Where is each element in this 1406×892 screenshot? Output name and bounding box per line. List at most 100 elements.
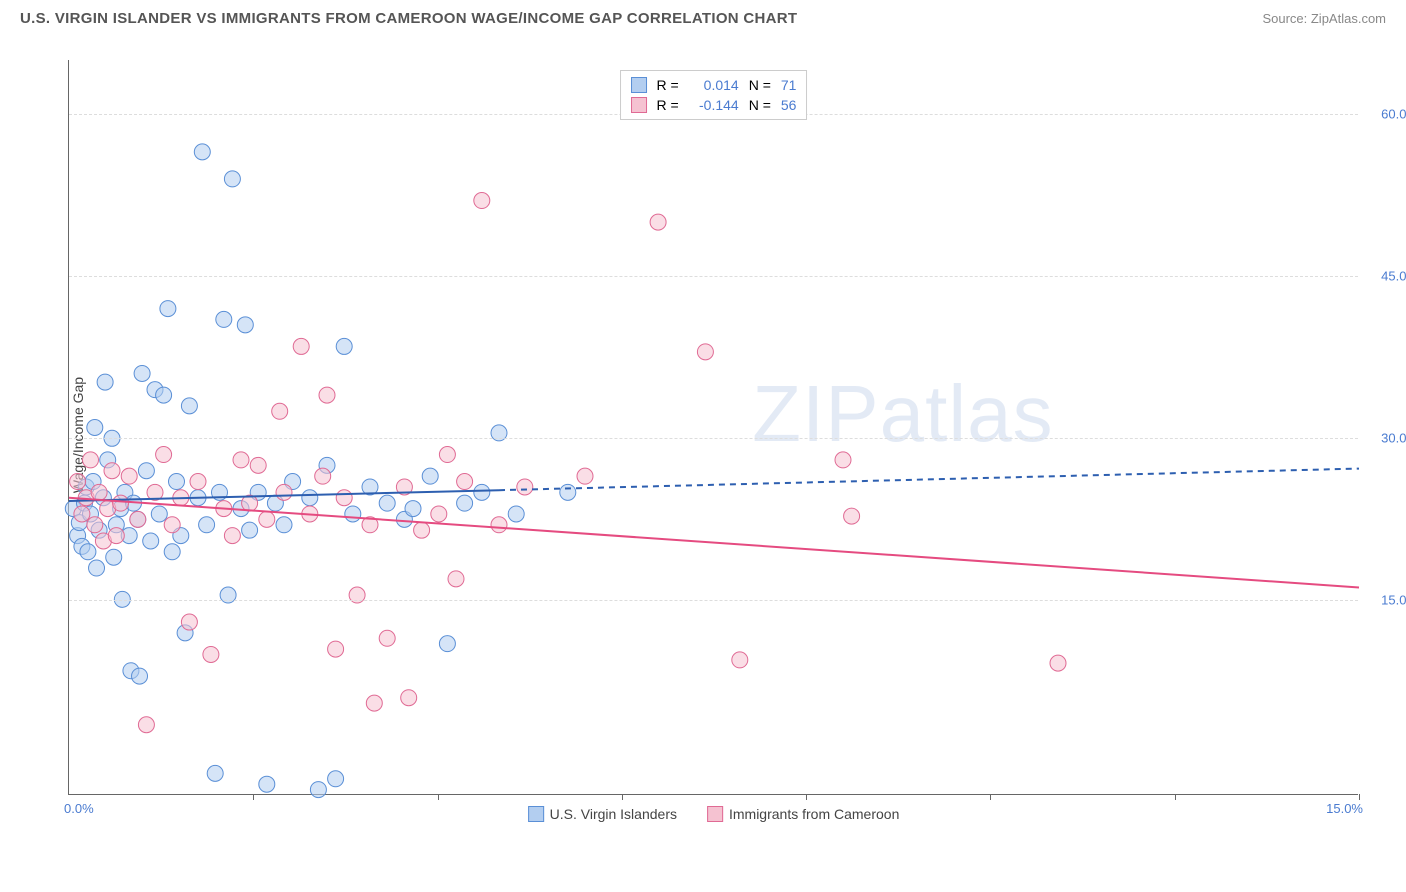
data-point-cameroon [336, 490, 352, 506]
data-point-usvi [508, 506, 524, 522]
data-point-cameroon [224, 528, 240, 544]
legend-item-cameroon: Immigrants from Cameroon [707, 806, 899, 822]
swatch-cameroon [631, 97, 647, 113]
data-point-usvi [457, 495, 473, 511]
legend-label-cameroon: Immigrants from Cameroon [729, 806, 899, 822]
data-point-usvi [106, 549, 122, 565]
n-value-cameroon: 56 [781, 97, 797, 113]
data-point-cameroon [250, 457, 266, 473]
trendline-cameroon [69, 498, 1359, 588]
data-point-cameroon [70, 474, 86, 490]
data-point-usvi [151, 506, 167, 522]
gridline-h [69, 600, 1358, 601]
data-point-cameroon [319, 387, 335, 403]
data-point-cameroon [835, 452, 851, 468]
swatch-usvi [631, 77, 647, 93]
data-point-usvi [302, 490, 318, 506]
data-point-cameroon [431, 506, 447, 522]
data-point-cameroon [448, 571, 464, 587]
y-tick-label: 60.0% [1381, 107, 1406, 122]
data-point-usvi [345, 506, 361, 522]
data-point-usvi [216, 311, 232, 327]
data-point-cameroon [457, 474, 473, 490]
data-point-usvi [199, 517, 215, 533]
legend-item-usvi: U.S. Virgin Islanders [528, 806, 677, 822]
data-point-usvi [89, 560, 105, 576]
r-value-usvi: 0.014 [689, 77, 739, 93]
data-point-usvi [242, 522, 258, 538]
y-tick-label: 30.0% [1381, 431, 1406, 446]
trendline-dashed-usvi [499, 469, 1359, 491]
legend-series: U.S. Virgin Islanders Immigrants from Ca… [528, 806, 900, 822]
chart-area: Wage/Income Gap ZIPatlas R = 0.014 N = 7… [50, 50, 1380, 820]
data-point-usvi [439, 636, 455, 652]
data-point-cameroon [379, 630, 395, 646]
data-point-cameroon [91, 484, 107, 500]
data-point-usvi [114, 591, 130, 607]
data-point-cameroon [474, 193, 490, 209]
x-tick-mark [806, 794, 807, 800]
data-point-cameroon [130, 511, 146, 527]
n-label: N = [749, 97, 771, 113]
data-point-usvi [310, 782, 326, 798]
data-point-cameroon [401, 690, 417, 706]
x-tick-mark [990, 794, 991, 800]
data-point-usvi [474, 484, 490, 500]
data-point-cameroon [577, 468, 593, 484]
x-tick-mark [1175, 794, 1176, 800]
r-label: R = [657, 77, 679, 93]
data-point-usvi [87, 420, 103, 436]
data-point-usvi [169, 474, 185, 490]
gridline-h [69, 438, 1358, 439]
y-tick-label: 45.0% [1381, 269, 1406, 284]
data-point-usvi [336, 338, 352, 354]
data-point-cameroon [315, 468, 331, 484]
source-label: Source: ZipAtlas.com [1262, 11, 1386, 26]
data-point-cameroon [83, 452, 99, 468]
data-point-cameroon [439, 447, 455, 463]
legend-row-cameroon: R = -0.144 N = 56 [631, 95, 797, 115]
data-point-usvi [207, 765, 223, 781]
x-tick-mark [253, 794, 254, 800]
r-label: R = [657, 97, 679, 113]
data-point-usvi [156, 387, 172, 403]
data-point-cameroon [164, 517, 180, 533]
data-point-usvi [560, 484, 576, 500]
data-point-cameroon [74, 506, 90, 522]
r-value-cameroon: -0.144 [689, 97, 739, 113]
data-point-usvi [80, 544, 96, 560]
data-point-usvi [164, 544, 180, 560]
x-tick-mark [622, 794, 623, 800]
swatch-usvi-bot [528, 806, 544, 822]
data-point-cameroon [113, 495, 129, 511]
legend-row-usvi: R = 0.014 N = 71 [631, 75, 797, 95]
data-point-cameroon [366, 695, 382, 711]
data-point-usvi [143, 533, 159, 549]
data-point-usvi [422, 468, 438, 484]
data-point-cameroon [181, 614, 197, 630]
gridline-h [69, 276, 1358, 277]
data-point-usvi [379, 495, 395, 511]
data-point-cameroon [272, 403, 288, 419]
legend-label-usvi: U.S. Virgin Islanders [550, 806, 677, 822]
data-point-usvi [181, 398, 197, 414]
chart-title: U.S. VIRGIN ISLANDER VS IMMIGRANTS FROM … [20, 10, 797, 27]
x-tick-left: 0.0% [64, 801, 94, 816]
plot-box: ZIPatlas R = 0.014 N = 71 R = -0.144 N =… [68, 60, 1358, 795]
data-point-usvi [160, 301, 176, 317]
y-tick-label: 15.0% [1381, 593, 1406, 608]
data-point-cameroon [121, 468, 137, 484]
data-point-cameroon [104, 463, 120, 479]
data-point-usvi [405, 501, 421, 517]
data-point-cameroon [259, 511, 275, 527]
data-point-cameroon [697, 344, 713, 360]
data-point-cameroon [233, 452, 249, 468]
data-point-cameroon [293, 338, 309, 354]
data-point-cameroon [108, 528, 124, 544]
data-point-cameroon [87, 517, 103, 533]
data-point-cameroon [414, 522, 430, 538]
data-point-usvi [138, 463, 154, 479]
x-tick-right: 15.0% [1326, 801, 1363, 816]
x-tick-mark [438, 794, 439, 800]
data-point-usvi [194, 144, 210, 160]
